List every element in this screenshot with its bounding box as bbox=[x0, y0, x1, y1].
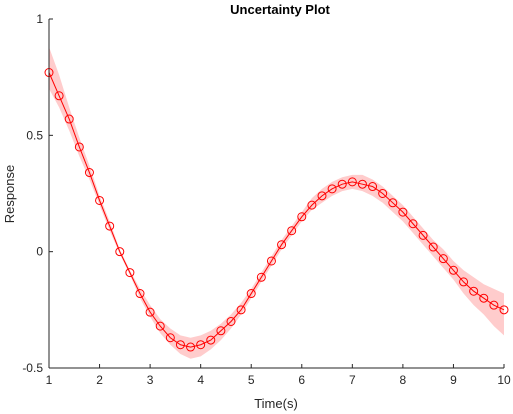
data-point bbox=[74, 142, 84, 152]
y-tick-label: 0.5 bbox=[26, 128, 43, 142]
data-point bbox=[84, 168, 94, 178]
data-point bbox=[357, 179, 367, 189]
y-axis-label: Response bbox=[2, 165, 17, 224]
data-point bbox=[186, 342, 196, 352]
data-point bbox=[266, 256, 276, 266]
x-tick-label: 3 bbox=[147, 373, 154, 387]
x-tick-label: 5 bbox=[248, 373, 255, 387]
data-point bbox=[337, 179, 347, 189]
data-point bbox=[469, 286, 479, 296]
data-point bbox=[95, 195, 105, 205]
x-tick-label: 10 bbox=[497, 373, 511, 387]
data-point bbox=[115, 247, 125, 257]
uncertainty-band-layer bbox=[49, 46, 504, 359]
y-tick-label: 1 bbox=[36, 12, 43, 26]
data-point bbox=[236, 305, 246, 315]
data-point bbox=[246, 289, 256, 299]
uncertainty-band bbox=[49, 46, 504, 359]
data-point bbox=[105, 221, 115, 231]
data-point bbox=[368, 182, 378, 192]
data-point bbox=[448, 265, 458, 275]
x-tick-label: 4 bbox=[197, 373, 204, 387]
data-point bbox=[297, 212, 307, 222]
data-point bbox=[378, 189, 388, 198]
series-line bbox=[48, 72, 505, 348]
data-point bbox=[499, 305, 509, 315]
data-point bbox=[438, 254, 448, 264]
x-tick-label: 6 bbox=[298, 373, 305, 387]
data-point bbox=[206, 335, 216, 345]
data-point bbox=[327, 184, 337, 194]
data-point bbox=[388, 198, 398, 208]
y-tick-label: 0 bbox=[36, 245, 43, 259]
data-point bbox=[54, 91, 64, 101]
data-point bbox=[64, 114, 74, 124]
x-tick-label: 9 bbox=[450, 373, 457, 387]
x-tick-label: 7 bbox=[349, 373, 356, 387]
data-point bbox=[277, 240, 287, 250]
data-point bbox=[307, 200, 317, 210]
data-point bbox=[145, 307, 155, 317]
data-point bbox=[155, 321, 165, 331]
data-point bbox=[459, 277, 469, 287]
data-point bbox=[418, 230, 428, 240]
data-point bbox=[479, 293, 489, 303]
data-point bbox=[175, 340, 185, 350]
data-point bbox=[196, 340, 206, 350]
data-point bbox=[489, 300, 499, 310]
chart-title: Uncertainty Plot bbox=[230, 2, 330, 17]
x-tick-label: 1 bbox=[46, 373, 53, 387]
x-axis-label: Time(s) bbox=[254, 396, 298, 411]
data-point bbox=[408, 219, 418, 229]
tick-layer: 1 2 3 4 5 6 7 8 9 10 -0.5 0 0.5 1 bbox=[22, 12, 511, 387]
marker-layer bbox=[44, 68, 509, 352]
data-point bbox=[216, 326, 226, 336]
data-point bbox=[398, 207, 408, 217]
data-point bbox=[287, 226, 297, 236]
data-point bbox=[317, 191, 327, 201]
y-tick-label: -0.5 bbox=[22, 361, 43, 375]
data-point bbox=[135, 289, 145, 299]
x-tick-label: 8 bbox=[400, 373, 407, 387]
data-point bbox=[226, 316, 236, 326]
data-point bbox=[256, 272, 266, 282]
data-point bbox=[347, 177, 357, 187]
series-line-layer bbox=[48, 72, 505, 348]
data-point bbox=[125, 268, 135, 278]
data-point bbox=[428, 242, 438, 252]
x-tick-label: 2 bbox=[96, 373, 103, 387]
axes bbox=[48, 19, 504, 369]
data-point bbox=[165, 333, 175, 343]
